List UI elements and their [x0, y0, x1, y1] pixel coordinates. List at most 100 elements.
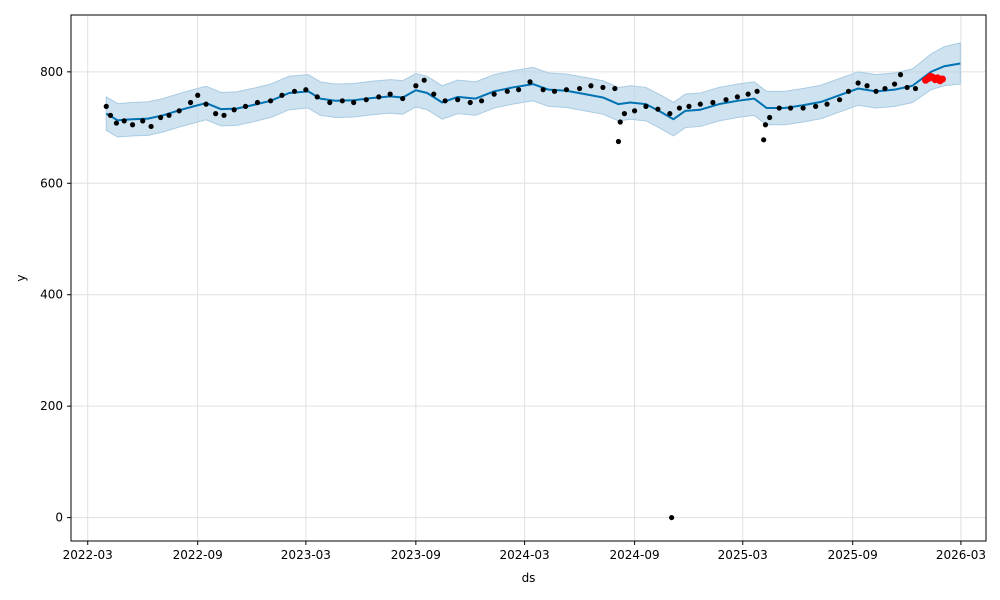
observed-point: [516, 87, 522, 93]
observed-point: [203, 101, 209, 107]
observed-point: [754, 88, 760, 94]
observed-point: [655, 106, 661, 112]
observed-point: [864, 83, 870, 89]
observed-point: [762, 122, 769, 128]
observed-point: [912, 85, 919, 92]
observed-point: [621, 111, 628, 117]
y-tick-label: 200: [40, 399, 63, 413]
observed-point: [891, 81, 898, 87]
observed-point: [113, 120, 120, 126]
x-tick-label: 2024-09: [610, 548, 660, 562]
observed-point: [551, 88, 558, 94]
observed-point: [882, 85, 888, 92]
x-tick-label: 2022-09: [173, 548, 223, 562]
observed-point: [600, 84, 606, 91]
observed-point: [761, 137, 767, 143]
observed-point: [845, 88, 852, 94]
observed-point: [268, 98, 274, 104]
x-tick-label: 2022-03: [63, 548, 113, 562]
observed-point: [897, 72, 904, 78]
observed-point: [279, 92, 285, 98]
observed-point: [327, 99, 333, 106]
observed-point: [176, 108, 182, 114]
observed-point: [800, 105, 806, 111]
y-tick-label: 0: [55, 511, 63, 525]
observed-point: [734, 94, 740, 100]
observed-point: [303, 87, 309, 93]
y-axis-ticks: 0 200 400 600 800: [40, 65, 71, 525]
observed-point: [467, 99, 473, 106]
observed-point: [213, 111, 219, 117]
observed-point: [723, 97, 729, 103]
highlight-point: [938, 75, 946, 83]
observed-point: [855, 80, 861, 86]
observed-point: [431, 91, 437, 97]
y-tick-label: 600: [40, 176, 63, 190]
observed-point: [776, 105, 782, 111]
observed-point: [904, 84, 910, 91]
observed-point: [491, 91, 497, 97]
x-tick-label: 2026-03: [936, 548, 986, 562]
observed-point: [767, 114, 773, 121]
x-axis-label: ds: [522, 571, 536, 585]
observed-point: [242, 103, 249, 109]
observed-point: [697, 101, 703, 107]
observed-point: [813, 103, 819, 109]
observed-point: [400, 95, 406, 102]
observed-point: [540, 87, 546, 93]
observed-point: [339, 98, 345, 104]
observed-point: [351, 99, 357, 106]
uncertainty-band: [105, 42, 961, 138]
observed-point: [576, 85, 583, 92]
observed-point: [643, 103, 649, 109]
observed-point: [504, 88, 510, 94]
observed-point: [376, 94, 382, 100]
observed-point: [187, 99, 194, 106]
x-tick-label: 2024-03: [500, 548, 550, 562]
x-axis-ticks: 2022-03 2022-09 2023-03 2023-09 2024-03 2024-…: [63, 541, 986, 562]
observed-point: [387, 91, 393, 97]
observed-point: [676, 105, 683, 111]
observed-point: [873, 88, 879, 94]
observed-point: [421, 77, 427, 83]
observed-point: [166, 112, 172, 118]
x-tick-label: 2025-03: [718, 548, 768, 562]
x-tick-label: 2025-09: [828, 548, 878, 562]
highlight-points: [922, 72, 946, 85]
observed-point: [121, 118, 127, 124]
y-tick-label: 400: [40, 288, 63, 302]
y-axis-label: y: [14, 274, 28, 281]
observed-point: [669, 514, 675, 521]
observed-point: [231, 107, 237, 113]
observed-point: [103, 103, 109, 109]
observed-point: [667, 111, 673, 117]
x-tick-label: 2023-09: [391, 548, 441, 562]
observed-point: [631, 108, 638, 114]
observed-point: [413, 83, 419, 89]
observed-point: [563, 87, 570, 93]
observed-point: [615, 138, 622, 145]
observed-point: [710, 99, 716, 106]
observed-point: [527, 79, 533, 85]
observed-point: [588, 83, 594, 89]
x-tick-label: 2023-03: [281, 548, 331, 562]
y-tick-label: 800: [40, 65, 63, 79]
observed-points: [103, 72, 919, 521]
observed-point: [107, 112, 114, 118]
observed-point: [221, 112, 227, 118]
observed-point: [148, 123, 154, 130]
observed-point: [363, 97, 369, 103]
observed-point: [612, 85, 618, 92]
observed-point: [129, 122, 136, 128]
observed-point: [617, 119, 623, 125]
observed-point: [455, 97, 461, 103]
observed-point: [195, 92, 201, 98]
observed-point: [291, 88, 298, 94]
uncertainty-area: [105, 42, 961, 138]
observed-point: [836, 97, 843, 103]
observed-point: [787, 105, 794, 111]
observed-point: [478, 98, 485, 104]
observed-point: [140, 118, 146, 124]
observed-point: [158, 114, 164, 121]
